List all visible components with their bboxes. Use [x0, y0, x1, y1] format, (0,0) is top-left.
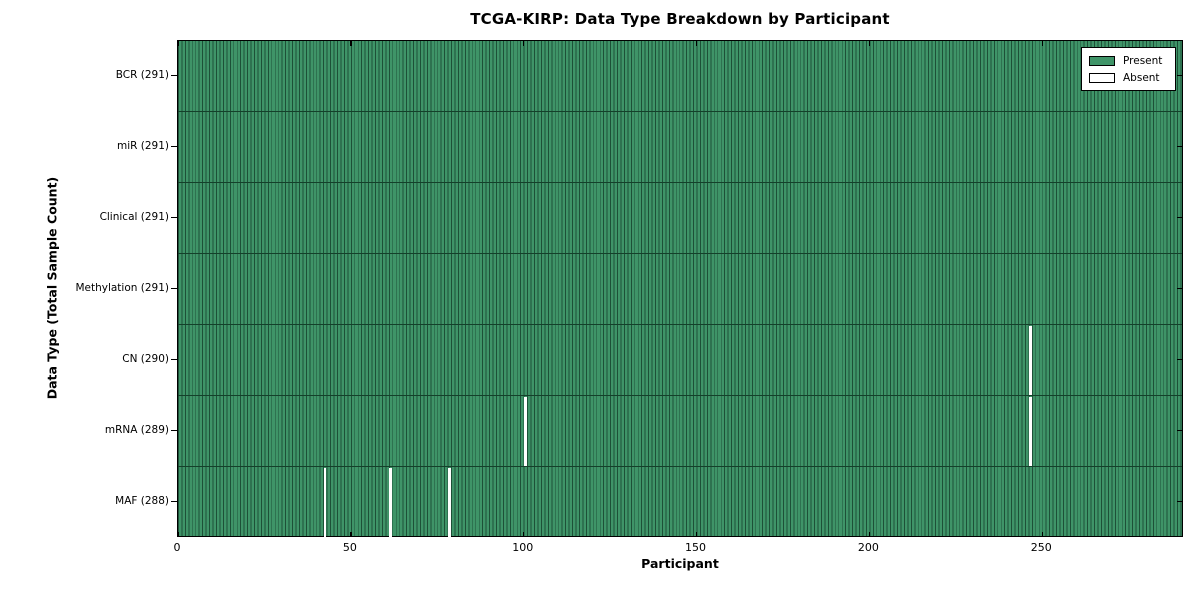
y-tick-mark-left	[170, 429, 178, 432]
absent-cell	[389, 467, 393, 538]
x-tick-label: 50	[342, 541, 357, 554]
absent-cell	[1028, 396, 1032, 467]
x-axis-label: Participant	[641, 556, 719, 571]
y-tick-label: MAF (288)	[115, 494, 169, 507]
legend-swatch-present	[1089, 55, 1115, 66]
x-tick-label: 200	[857, 541, 879, 554]
x-tick-mark-top	[696, 41, 698, 46]
x-tick-mark-top	[177, 41, 179, 46]
y-tick-mark-left	[170, 500, 178, 503]
x-tick-mark-bottom	[523, 531, 525, 536]
x-tick-mark-top	[868, 41, 871, 46]
absent-cell	[524, 396, 527, 467]
x-tick-mark-bottom	[177, 531, 179, 536]
y-tick-mark-left	[170, 358, 178, 361]
legend-label-absent: Absent	[1123, 71, 1160, 84]
y-tick-mark-right	[1177, 287, 1182, 290]
legend-label-present: Present	[1123, 54, 1163, 67]
y-tick-mark-left	[170, 216, 178, 219]
y-tick-label: CN (290)	[122, 352, 169, 365]
x-tick-mark-top	[1041, 41, 1043, 46]
y-tick-mark-right	[1177, 429, 1182, 432]
plot-area: Present Absent	[177, 40, 1183, 538]
legend-item-absent: Absent	[1089, 70, 1169, 85]
absent-cell	[323, 467, 327, 538]
legend: Present Absent	[1081, 47, 1176, 91]
legend-item-present: Present	[1089, 53, 1169, 68]
x-tick-mark-top	[523, 41, 525, 46]
y-tick-mark-right	[1177, 358, 1182, 361]
y-tick-mark-left	[170, 287, 178, 290]
y-tick-label: Clinical (291)	[99, 210, 169, 223]
x-tick-mark-bottom	[868, 531, 871, 536]
x-tick-mark-bottom	[350, 531, 352, 536]
x-tick-mark-bottom	[1041, 531, 1043, 536]
x-tick-label: 150	[685, 541, 707, 554]
x-tick-label: 0	[173, 541, 181, 554]
y-tick-label: BCR (291)	[115, 68, 169, 81]
y-tick-mark-left	[170, 74, 178, 77]
absent-cell	[1028, 325, 1032, 396]
x-tick-label: 100	[512, 541, 534, 554]
x-tick-mark-bottom	[696, 531, 698, 536]
x-tick-label: 250	[1030, 541, 1052, 554]
y-tick-mark-right	[1177, 145, 1182, 148]
y-tick-mark-right	[1177, 500, 1182, 503]
chart-title: TCGA-KIRP: Data Type Breakdown by Partic…	[470, 10, 890, 28]
x-tick-mark-top	[350, 41, 352, 46]
y-tick-mark-left	[170, 145, 178, 148]
absent-cell	[448, 467, 451, 538]
y-tick-label: miR (291)	[116, 139, 169, 152]
legend-swatch-absent	[1089, 72, 1115, 83]
y-tick-label: mRNA (289)	[104, 423, 169, 436]
y-tick-mark-right	[1177, 74, 1182, 77]
y-tick-label: Methylation (291)	[75, 281, 169, 294]
y-tick-mark-right	[1177, 216, 1182, 219]
